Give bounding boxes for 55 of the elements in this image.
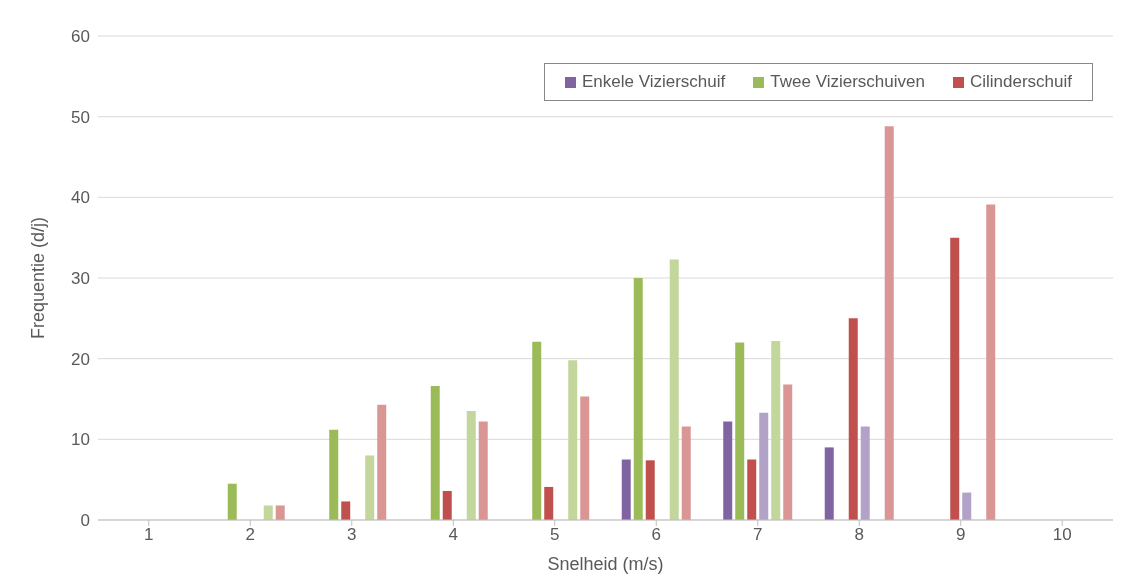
bar xyxy=(365,455,375,520)
bar xyxy=(824,447,834,520)
bar xyxy=(860,426,870,520)
bar xyxy=(532,341,542,520)
bar xyxy=(377,404,387,520)
bar xyxy=(329,429,339,520)
bar xyxy=(747,459,757,520)
bar xyxy=(621,459,631,520)
bar xyxy=(681,426,691,520)
bar xyxy=(771,340,781,520)
y-axis-title: Frequentie (d/j) xyxy=(28,216,49,340)
x-tick-label: 3 xyxy=(347,525,357,545)
bar xyxy=(962,492,972,520)
y-tick-label: 0 xyxy=(80,511,90,531)
y-tick-label: 50 xyxy=(71,107,90,127)
x-axis-title: Snelheid (m/s) xyxy=(547,554,664,574)
bar xyxy=(544,486,554,520)
bar xyxy=(986,204,996,520)
bar xyxy=(568,360,578,520)
bar xyxy=(645,460,655,520)
bar xyxy=(275,505,285,520)
legend-label: Twee Vizierschuiven xyxy=(769,72,925,92)
x-tick-label: 4 xyxy=(448,525,458,545)
bar xyxy=(466,411,476,520)
bar xyxy=(669,259,679,520)
x-tick-label: 2 xyxy=(245,525,255,545)
legend-label: Cilinderschuif xyxy=(968,72,1072,92)
bar xyxy=(633,278,643,520)
bar xyxy=(759,412,769,520)
bar xyxy=(227,483,237,520)
x-tick-label: 9 xyxy=(956,525,966,545)
bar xyxy=(884,126,894,520)
x-tick-label: 1 xyxy=(144,525,154,545)
bar xyxy=(950,237,960,520)
bar xyxy=(341,501,351,520)
x-tick-label: 5 xyxy=(550,525,560,545)
x-tick-label: 7 xyxy=(753,525,763,545)
bar xyxy=(723,421,733,520)
y-tick-label: 10 xyxy=(71,430,90,450)
x-tick-label: 8 xyxy=(854,525,864,545)
legend-label: Enkele Vizierschuif xyxy=(580,72,726,92)
bar xyxy=(735,342,745,520)
bar xyxy=(478,421,488,520)
x-tick-label: 6 xyxy=(651,525,661,545)
y-tick-label: 60 xyxy=(71,27,90,47)
bar xyxy=(848,318,858,520)
y-tick-label: 40 xyxy=(71,188,90,208)
bar xyxy=(783,384,793,520)
bar xyxy=(580,396,590,520)
bar xyxy=(442,490,452,520)
bar xyxy=(430,386,440,520)
y-tick-label: 20 xyxy=(71,349,90,369)
x-tick-label: 10 xyxy=(1052,525,1072,545)
y-tick-label: 30 xyxy=(71,269,90,289)
bar xyxy=(263,505,273,520)
